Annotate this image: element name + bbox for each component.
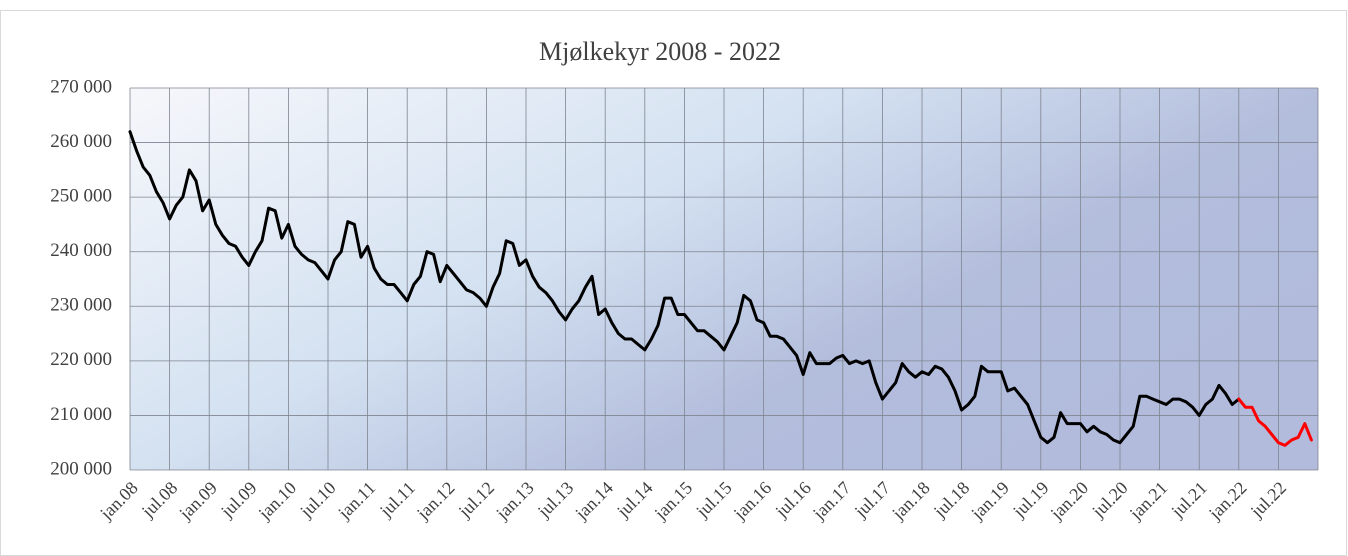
y-tick-label: 240 000 <box>50 240 112 261</box>
y-tick-label: 230 000 <box>50 295 112 316</box>
y-tick-label: 200 000 <box>50 458 112 479</box>
y-tick-label: 270 000 <box>50 76 112 97</box>
y-tick-label: 250 000 <box>50 186 112 207</box>
data-line <box>128 130 1241 445</box>
data-line <box>1237 397 1313 447</box>
y-tick-label: 220 000 <box>50 349 112 370</box>
chart-title: Mjølkekyr 2008 - 2022 <box>539 37 781 66</box>
y-tick-label: 210 000 <box>50 404 112 425</box>
y-tick-label: 260 000 <box>50 131 112 152</box>
